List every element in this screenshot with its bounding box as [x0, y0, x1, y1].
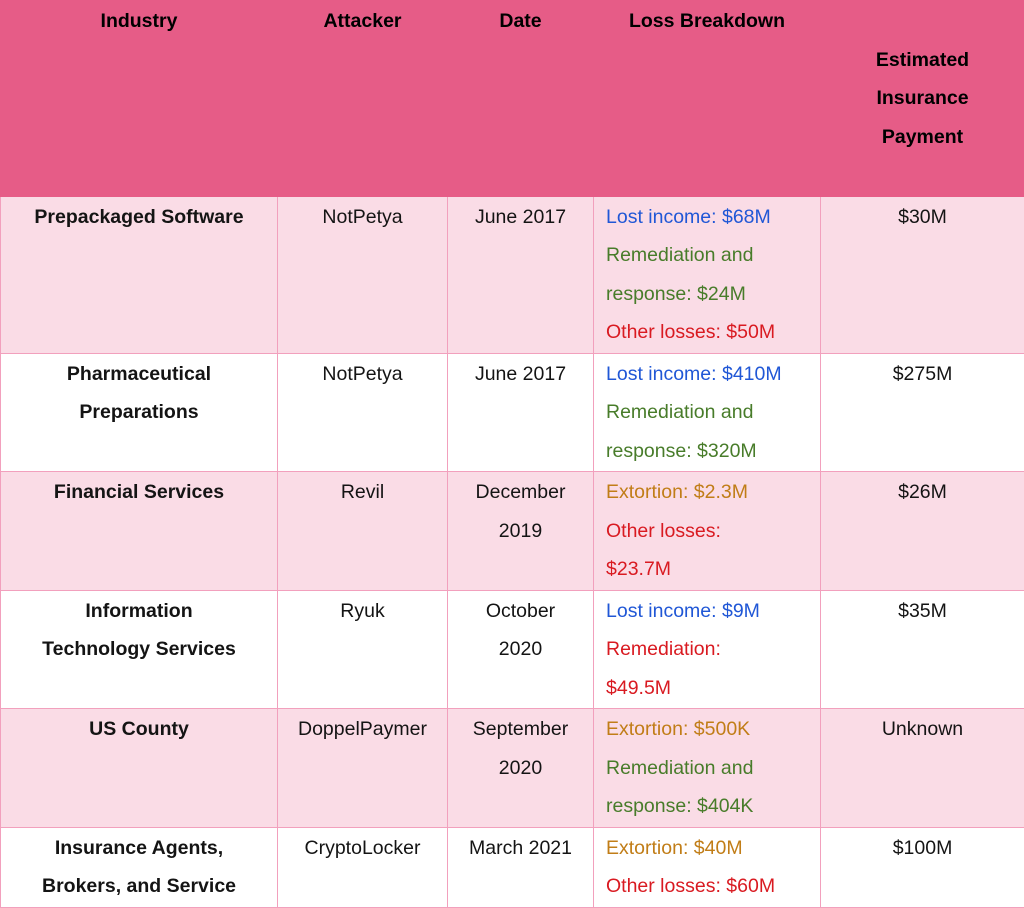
loss-line: Extortion: $500K	[606, 710, 812, 749]
industry-cell: US County	[1, 709, 278, 828]
industry-cell: Financial Services	[1, 472, 278, 591]
insurance-cell: $100M	[821, 827, 1024, 907]
attacker-cell: NotPetya	[278, 196, 448, 353]
loss-line: Lost income: $68M	[606, 198, 812, 237]
date-cell: June 2017	[448, 196, 594, 353]
insurance-cell: $35M	[821, 590, 1024, 709]
date-cell: October 2020	[448, 590, 594, 709]
header-row: Industry Attacker Date Loss Breakdown Es…	[1, 1, 1024, 197]
loss-line: Remediation: $49.5M	[606, 630, 812, 707]
date-cell: September 2020	[448, 709, 594, 828]
column-header-loss-breakdown: Loss Breakdown	[594, 1, 821, 197]
loss-line: Remediation and response: $404K	[606, 749, 812, 826]
loss-line: Lost income: $410M	[606, 355, 812, 394]
attacker-cell: Revil	[278, 472, 448, 591]
column-header-insurance: Estimated Insurance Payment	[821, 1, 1024, 197]
loss-line: Other losses: $50M	[606, 313, 812, 352]
loss-line: Remediation and response: $320M	[606, 393, 812, 470]
column-header-date: Date	[448, 1, 594, 197]
attacker-cell: Ryuk	[278, 590, 448, 709]
attacker-cell: DoppelPaymer	[278, 709, 448, 828]
date-cell: March 2021	[448, 827, 594, 907]
industry-cell: Insurance Agents, Brokers, and Service	[1, 827, 278, 907]
industry-cell: Pharmaceutical Preparations	[1, 353, 278, 472]
loss-line: Remediation and response: $24M	[606, 236, 812, 313]
loss-line: Extortion: $40M	[606, 829, 812, 868]
industry-cell: Information Technology Services	[1, 590, 278, 709]
loss-line: Extortion: $2.3M	[606, 473, 812, 512]
column-header-attacker: Attacker	[278, 1, 448, 197]
column-header-industry: Industry	[1, 1, 278, 197]
loss-line: Lost income: $9M	[606, 592, 812, 631]
industry-cell: Prepackaged Software	[1, 196, 278, 353]
loss-line: Other losses: $60M	[606, 867, 812, 906]
loss-line: Other losses: $23.7M	[606, 512, 812, 589]
attacker-cell: CryptoLocker	[278, 827, 448, 907]
insurance-cell: Unknown	[821, 709, 1024, 828]
insurance-cell: $30M	[821, 196, 1024, 353]
insurance-cell: $26M	[821, 472, 1024, 591]
date-cell: June 2017	[448, 353, 594, 472]
attacker-cell: NotPetya	[278, 353, 448, 472]
date-cell: December 2019	[448, 472, 594, 591]
column-header-insurance-label: Estimated Insurance Payment	[865, 41, 981, 157]
insurance-cell: $275M	[821, 353, 1024, 472]
